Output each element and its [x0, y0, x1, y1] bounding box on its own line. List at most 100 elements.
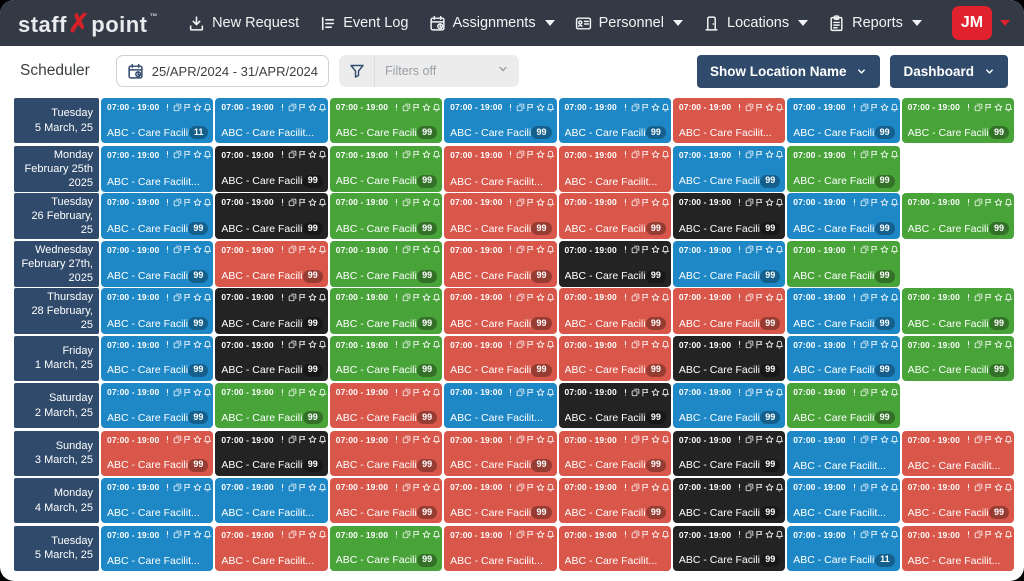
shift-title: ABC - Care Facilit... [907, 222, 989, 235]
shift-card[interactable]: 07:00 - 19:00 ABC - Care Facilit... [444, 145, 557, 192]
shift-card[interactable]: 07:00 - 19:00 ABC - Care Facilit...99 [787, 240, 900, 287]
avatar[interactable]: JM [952, 6, 992, 40]
shift-card[interactable]: 07:00 - 19:00 ABC - Care Facilit... [558, 525, 671, 571]
shift-card[interactable]: 07:00 - 19:00 ABC - Care Facilit...99 [444, 478, 557, 523]
dashboard-button[interactable]: Dashboard [890, 54, 1008, 88]
shift-card[interactable]: 07:00 - 19:00 ABC - Care Facilit...99 [558, 478, 671, 523]
shift-card[interactable]: 07:00 - 19:00 ABC - Care Facilit...99 [787, 98, 900, 143]
shift-card[interactable]: 07:00 - 19:00 ABC - Care Facilit...99 [215, 383, 328, 428]
bell-icon [775, 388, 784, 397]
shift-card[interactable]: 07:00 - 19:00 ABC - Care Facilit...99 [672, 430, 786, 476]
shift-card[interactable]: 07:00 - 19:00 ABC - Care Facilit...99 [101, 288, 214, 335]
shift-card[interactable]: 07:00 - 19:00 ABC - Care Facilit... [101, 525, 214, 571]
shift-card[interactable]: 07:00 - 19:00 ABC - Care Facilit...99 [672, 145, 786, 192]
shift-card[interactable]: 07:00 - 19:00 ABC - Care Facilit...99 [444, 335, 557, 381]
shift-card[interactable]: 07:00 - 19:00 ABC - Care Facilit...99 [787, 145, 900, 192]
shift-card[interactable]: 07:00 - 19:00 ABC - Care Facilit...99 [329, 383, 443, 428]
shift-card[interactable]: 07:00 - 19:00 ABC - Care Facilit...99 [101, 430, 214, 476]
nav-item-personnel[interactable]: Personnel [575, 15, 683, 32]
shift-card[interactable]: 07:00 - 19:00 ABC - Care Facilit...99 [101, 383, 214, 428]
shift-card[interactable]: 07:00 - 19:00 ABC - Care Facilit...99 [101, 193, 214, 240]
shift-card[interactable]: 07:00 - 19:00 ABC - Care Facilit...99 [329, 98, 443, 143]
shift-card[interactable]: 07:00 - 19:00 ABC - Care Facilit...99 [672, 478, 786, 523]
shift-card[interactable]: 07:00 - 19:00 ABC - Care Facilit...99 [329, 193, 443, 240]
shift-card[interactable]: 07:00 - 19:00 ABC - Care Facilit...99 [787, 335, 900, 381]
shift-card[interactable]: 07:00 - 19:00 ABC - Care Facilit...99 [215, 145, 328, 192]
shift-card[interactable]: 07:00 - 19:00 ABC - Care Facilit...99 [558, 335, 671, 381]
shift-card[interactable]: 07:00 - 19:00 ABC - Care Facilit... [558, 145, 671, 192]
bell-icon [432, 198, 441, 207]
shift-card[interactable]: 07:00 - 19:00 ABC - Care Facilit...11 [787, 525, 900, 571]
shift-card[interactable]: 07:00 - 19:00 ABC - Care Facilit... [901, 525, 1014, 571]
shift-card[interactable]: 07:00 - 19:00 ABC - Care Facilit...99 [215, 335, 328, 381]
shift-card-body: ABC - Care Facilit...99 [221, 411, 323, 424]
shift-title: ABC - Care Facilit... [107, 270, 189, 283]
shift-card[interactable]: 07:00 - 19:00 ABC - Care Facilit...99 [672, 288, 786, 335]
staffxpoint-logo[interactable]: staff ✗ point ™ [18, 8, 158, 39]
shift-card[interactable]: 07:00 - 19:00 ABC - Care Facilit... [101, 478, 214, 523]
shift-card[interactable]: 07:00 - 19:00 ABC - Care Facilit...99 [329, 288, 443, 335]
shift-card[interactable]: 07:00 - 19:00 ABC - Care Facilit...99 [558, 288, 671, 335]
shift-card-body: ABC - Care Facilit...99 [679, 553, 781, 567]
shift-card[interactable]: 07:00 - 19:00 ABC - Care Facilit...99 [787, 193, 900, 240]
shift-card[interactable]: 07:00 - 19:00 ABC - Care Facilit... [444, 525, 557, 571]
show-location-name-button[interactable]: Show Location Name [696, 54, 881, 88]
shift-card[interactable]: 07:00 - 19:00 ABC - Care Facilit...99 [215, 193, 328, 240]
shift-card[interactable]: 07:00 - 19:00 ABC - Care Facilit...99 [672, 525, 786, 571]
shift-card[interactable]: 07:00 - 19:00 ABC - Care Facilit...11 [101, 98, 214, 143]
shift-card[interactable]: 07:00 - 19:00 ABC - Care Facilit...99 [444, 240, 557, 287]
shift-card[interactable]: 07:00 - 19:00 ABC - Care Facilit...99 [101, 335, 214, 381]
shift-card[interactable]: 07:00 - 19:00 ABC - Care Facilit...99 [558, 430, 671, 476]
shift-card[interactable]: 07:00 - 19:00 ABC - Care Facilit... [787, 478, 900, 523]
shift-card[interactable]: 07:00 - 19:00 ABC - Care Facilit...99 [444, 430, 557, 476]
alert-icon [735, 435, 744, 444]
shift-card[interactable]: 07:00 - 19:00 ABC - Care Facilit...99 [901, 335, 1014, 381]
shift-card[interactable]: 07:00 - 19:00 ABC - Care Facilit... [787, 430, 900, 476]
shift-card[interactable]: 07:00 - 19:00 ABC - Care Facilit...99 [329, 335, 443, 381]
shift-card[interactable]: 07:00 - 19:00 ABC - Care Facilit...99 [215, 288, 328, 335]
shift-card[interactable]: 07:00 - 19:00 ABC - Care Facilit...99 [329, 525, 443, 571]
nav-item-new-request[interactable]: New Request [188, 15, 299, 32]
shift-card[interactable]: 07:00 - 19:00 ABC - Care Facilit...99 [672, 193, 786, 240]
shift-card[interactable]: 07:00 - 19:00 ABC - Care Facilit...99 [558, 240, 671, 287]
shift-card[interactable]: 07:00 - 19:00 ABC - Care Facilit...99 [672, 240, 786, 287]
date-range-picker[interactable]: 25/APR/2024 - 31/APR/2024 [115, 55, 330, 87]
shift-card[interactable]: 07:00 - 19:00 ABC - Care Facilit...99 [787, 288, 900, 335]
shift-card[interactable]: 07:00 - 19:00 ABC - Care Facilit...99 [101, 240, 214, 287]
shift-card[interactable]: 07:00 - 19:00 ABC - Care Facilit... [901, 430, 1014, 476]
nav-item-locations[interactable]: Locations [703, 15, 809, 32]
shift-card[interactable]: 07:00 - 19:00 ABC - Care Facilit...99 [444, 98, 557, 143]
shift-card[interactable]: 07:00 - 19:00 ABC - Care Facilit... [215, 478, 328, 523]
shift-card[interactable]: 07:00 - 19:00 ABC - Care Facilit...99 [329, 240, 443, 287]
shift-card[interactable]: 07:00 - 19:00 ABC - Care Facilit...99 [787, 383, 900, 428]
user-menu[interactable]: JM [952, 6, 1010, 40]
shift-card[interactable]: 07:00 - 19:00 ABC - Care Facilit...99 [329, 430, 443, 476]
shift-card[interactable]: 07:00 - 19:00 ABC - Care Facilit...99 [672, 383, 786, 428]
shift-card[interactable]: 07:00 - 19:00 ABC - Care Facilit...99 [329, 478, 443, 523]
flag-icon [641, 435, 650, 444]
shift-card[interactable]: 07:00 - 19:00 ABC - Care Facilit...99 [558, 193, 671, 240]
shift-card[interactable]: 07:00 - 19:00 ABC - Care Facilit...99 [215, 240, 328, 287]
shift-card[interactable]: 07:00 - 19:00 ABC - Care Facilit...99 [901, 288, 1014, 335]
shift-card[interactable]: 07:00 - 19:00 ABC - Care Facilit... [215, 525, 328, 571]
shift-card[interactable]: 07:00 - 19:00 ABC - Care Facilit...99 [558, 383, 671, 428]
filters-dropdown[interactable]: Filters off [339, 55, 520, 87]
shift-card[interactable]: 07:00 - 19:00 ABC - Care Facilit...99 [215, 430, 328, 476]
shift-card[interactable]: 07:00 - 19:00 ABC - Care Facilit...99 [901, 193, 1014, 240]
nav-item-event-log[interactable]: Event Log [319, 15, 409, 32]
nav-item-reports[interactable]: Reports [828, 15, 922, 32]
shift-card[interactable]: 07:00 - 19:00 ABC - Care Facilit... [672, 98, 786, 143]
shift-card[interactable]: 07:00 - 19:00 ABC - Care Facilit...99 [444, 193, 557, 240]
shift-card[interactable]: 07:00 - 19:00 ABC - Care Facilit... [215, 98, 328, 143]
shift-card[interactable]: 07:00 - 19:00 ABC - Care Facilit...99 [901, 98, 1014, 143]
shift-card[interactable]: 07:00 - 19:00 ABC - Care Facilit...99 [672, 335, 786, 381]
shift-card[interactable]: 07:00 - 19:00 ABC - Care Facilit...99 [901, 478, 1014, 523]
shift-card[interactable]: 07:00 - 19:00 ABC - Care Facilit...99 [329, 145, 443, 192]
nav-item-assignments[interactable]: Assignments [429, 15, 555, 32]
shift-card[interactable]: 07:00 - 19:00 ABC - Care Facilit...99 [444, 288, 557, 335]
shift-card[interactable]: 07:00 - 19:00 ABC - Care Facilit... [444, 383, 557, 428]
shift-card[interactable]: 07:00 - 19:00 ABC - Care Facilit... [101, 145, 214, 192]
schedule-row: Tuesday 5 March, 25 07:00 - 19:00 ABC - Car… [14, 525, 1014, 571]
shift-card[interactable]: 07:00 - 19:00 ABC - Care Facilit...99 [558, 98, 671, 143]
id-card-icon [575, 15, 592, 32]
